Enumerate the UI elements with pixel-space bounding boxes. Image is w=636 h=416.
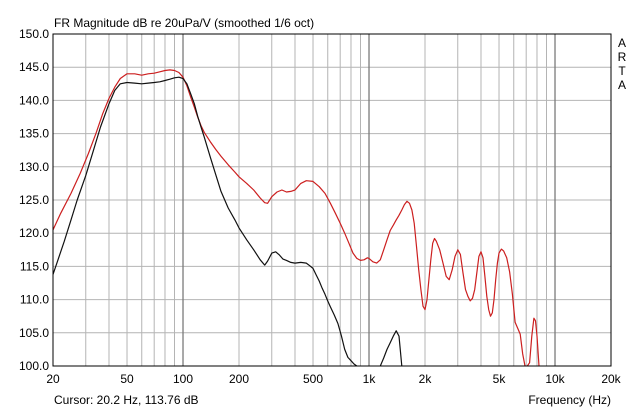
x-tick-label: 20k [601, 372, 621, 386]
cursor-readout: Cursor: 20.2 Hz, 113.76 dB [54, 393, 199, 407]
y-tick-label: 100.0 [19, 359, 49, 373]
series-line-black [52, 76, 403, 367]
x-tick-label: 200 [229, 372, 249, 386]
x-tick-label: 10k [545, 372, 565, 386]
x-tick-labels: 20 50 100 200 500 1k 2k 5k 10k 20k [46, 372, 621, 386]
chart-title: FR Magnitude dB re 20uPa/V (smoothed 1/6… [54, 16, 314, 30]
y-tick-label: 110.0 [20, 293, 49, 307]
y-tick-label: 145.0 [19, 60, 49, 74]
y-tick-label: 105.0 [19, 326, 49, 340]
x-tick-label: 20 [46, 372, 60, 386]
y-tick-label: 150.0 [19, 27, 49, 41]
x-axis-label: Frequency (Hz) [528, 393, 611, 407]
y-tick-label: 140.0 [19, 93, 49, 107]
side-label-letter: A [618, 78, 626, 92]
x-tick-label: 50 [120, 372, 134, 386]
y-tick-label: 115.0 [20, 259, 49, 273]
x-tick-label: 500 [303, 372, 323, 386]
x-tick-label: 2k [419, 372, 433, 386]
x-tick-label: 100 [173, 372, 193, 386]
side-label-letter: T [618, 64, 626, 78]
grid [53, 34, 611, 366]
y-tick-label: 120.0 [19, 226, 49, 240]
y-tick-labels: 100.0 105.0 110.0 115.0 120.0 125.0 130.0 135.0… [19, 27, 49, 373]
x-tick-label: 5k [493, 372, 507, 386]
x-tick-label: 1k [363, 372, 377, 386]
y-tick-label: 135.0 [19, 127, 49, 141]
side-label-letter: R [618, 50, 627, 64]
y-tick-label: 130.0 [19, 160, 49, 174]
plot-frame [52, 33, 612, 367]
side-label-letter: A [618, 36, 626, 50]
y-tick-label: 125.0 [19, 193, 49, 207]
series-group [52, 69, 540, 367]
